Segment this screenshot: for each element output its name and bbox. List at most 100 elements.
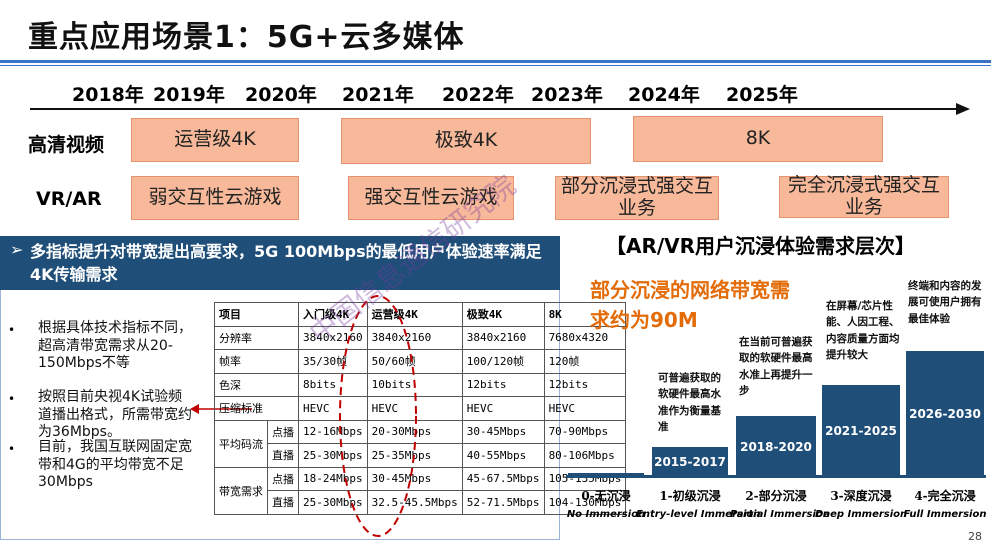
phase-box: 部分沉浸式强交互业务	[555, 175, 719, 220]
table-cell: HEVC	[461, 396, 545, 421]
table-cell: 45-67.5Mbps	[461, 466, 545, 491]
table-header-row: 项目 入门级4K 运营级4K 极致4K 8K	[214, 302, 627, 327]
arrow-bullet-icon: ➢	[10, 240, 24, 259]
row-label-vr-ar: VR/AR	[36, 188, 102, 210]
bullet-dot-icon: •	[8, 442, 16, 456]
level-label-cn: 0-无沉浸	[581, 489, 631, 503]
right-panel-title: 【AR/VR用户沉浸体验需求层次】	[606, 234, 916, 258]
phase-box: 强交互性云游戏	[348, 176, 514, 220]
bullet-text: 目前，我国互联网固定宽带和4G的平均带宽不足30Mbps	[38, 439, 192, 490]
stair-bar: 2021-2025	[822, 385, 900, 477]
year-label: 2020年	[245, 84, 317, 106]
table-header-cell: 运营级4K	[366, 302, 463, 327]
stair-description: 在当前可普遍获取的软硬件最高水准上再提升一步	[739, 336, 813, 397]
table-cell: 70-90Mbps	[543, 419, 627, 444]
phase-box: 完全沉浸式强交互业务	[779, 174, 949, 218]
table-cell: 12bits	[543, 372, 627, 397]
bullet-text: 按照目前央视4K试验频道播出格式，所需带宽约为36Mbps。	[38, 389, 192, 440]
table-cell: 25-30Mbps	[298, 443, 368, 468]
table-row-label: 直播	[267, 490, 299, 515]
year-label: 2018年	[72, 84, 144, 106]
table-cell: 20-30Mbps	[366, 419, 463, 444]
table-cell: 12bits	[461, 372, 545, 397]
stair-description: 可普遍获取的软硬件最高水准作为衡量基准	[658, 372, 721, 433]
year-label: 2023年	[531, 84, 603, 106]
timeline-arrow-icon	[956, 103, 970, 115]
table-cell: 30-45Mbps	[461, 419, 545, 444]
table-cell: 3840x2160	[461, 325, 545, 350]
table-cell: 25-30Mbps	[298, 490, 368, 515]
table-group-label: 平均码流	[214, 419, 268, 468]
table-row-label: 色深	[214, 372, 299, 397]
bullet-dot-icon: •	[8, 323, 16, 337]
stair-description: 在屏幕/芯片性能、人因工程、内容质量方面均提升较大	[826, 300, 900, 361]
stair-bar: 2015-2017	[652, 447, 728, 477]
table-cell: 50/60帧	[366, 349, 463, 374]
table-cell: 8bits	[298, 372, 368, 397]
table-header-cell: 8K	[543, 302, 627, 327]
table-row: 带宽需求 点播 18-24Mbps 30-45Mbps 45-67.5Mbps …	[214, 466, 627, 515]
year-label: 2021年	[342, 84, 414, 106]
phase-box: 弱交互性云游戏	[131, 176, 299, 220]
table-row-label: 分辨率	[214, 325, 299, 350]
level-label-en: Deep Immersion	[815, 509, 908, 520]
level-label-en: Partial Immersion	[730, 509, 830, 520]
year-label: 2024年	[628, 84, 700, 106]
header-divider-thin	[0, 65, 991, 66]
table-cell: 120帧	[543, 349, 627, 374]
table-row: 直播 25-30Mbps 32.5-45.5Mbps 52-71.5Mbps 1…	[215, 490, 627, 515]
table-row-label: 直播	[267, 443, 299, 468]
table-cell: 100/120帧	[461, 349, 545, 374]
row-label-hd-video: 高清视频	[28, 134, 105, 156]
table-row-label: 点播	[267, 419, 299, 444]
stair-description: 终端和内容的发展可使用户拥有最佳体验	[908, 280, 982, 325]
phase-box: 8K	[633, 116, 883, 162]
table-cell: HEVC	[543, 396, 627, 421]
table-cell: 30-45Mbps	[366, 466, 463, 491]
table-header-cell: 极致4K	[461, 302, 545, 327]
level-label-cn: 2-部分沉浸	[745, 489, 807, 503]
phase-box: 极致4K	[341, 118, 591, 164]
table-row: 直播 25-30Mbps 25-35Mbps 40-55Mbps 80-106M…	[215, 443, 627, 468]
phase-box: 运营级4K	[131, 118, 299, 162]
spec-table: 项目 入门级4K 运营级4K 极致4K 8K 分辨率 3840x2160 384…	[214, 302, 627, 515]
stair-bar: 2018-2020	[736, 416, 816, 477]
table-row-label: 帧率	[214, 349, 299, 374]
table-row: 平均码流 点播 12-16Mbps 20-30Mbps 30-45Mbps 70…	[214, 419, 627, 468]
year-label: 2022年	[442, 84, 514, 106]
level-label-cn: 3-深度沉浸	[830, 489, 892, 503]
table-cell: 40-55Mbps	[461, 443, 545, 468]
table-header-cell: 项目	[214, 302, 299, 327]
table-cell: 80-106Mbps	[543, 443, 627, 468]
table-row: 色深 8bits 10bits 12bits 12bits	[214, 372, 627, 397]
table-cell: 104-130Mbps	[543, 490, 627, 515]
banner-text: 多指标提升对带宽提出高要求，5G 100Mbps的最低用户体验速率满足4K传输需…	[30, 242, 542, 285]
table-row-label: 点播	[267, 466, 299, 491]
table-row: 压缩标准 HEVC HEVC HEVC HEVC	[214, 396, 627, 421]
year-label: 2019年	[153, 84, 225, 106]
highlight-statement: 部分沉浸的网络带宽需求约为90M	[590, 278, 790, 332]
level-label-en: Entry-level Immersion	[636, 509, 761, 520]
highlight-ellipse	[339, 295, 417, 537]
header-divider	[0, 60, 991, 63]
bullet-text: 根据具体技术指标不同，超高清带宽需求从20-150Mbps不等	[38, 320, 192, 371]
level-label-en: No Immersion	[566, 509, 646, 520]
year-label: 2025年	[726, 84, 798, 106]
level-label-cn: 1-初级沉浸	[659, 489, 721, 503]
table-cell: 52-71.5Mbps	[461, 490, 545, 515]
level-label-cn: 4-完全沉浸	[914, 489, 976, 503]
table-row-label: 压缩标准	[214, 396, 299, 421]
page-title: 重点应用场景1：5G+云多媒体	[28, 20, 465, 55]
table-cell: 35/30帧	[298, 349, 368, 374]
table-cell: 18-24Mbps	[298, 466, 368, 491]
stair-bar	[568, 473, 644, 477]
page-number: 28	[968, 530, 982, 543]
table-cell: 3840x2160	[366, 325, 463, 350]
key-point-banner	[0, 236, 560, 290]
stair-bar: 2026-2030	[906, 351, 984, 477]
table-cell: HEVC	[366, 396, 463, 421]
table-cell: 12-16Mbps	[298, 419, 368, 444]
table-row: 分辨率 3840x2160 3840x2160 3840x2160 7680x4…	[214, 325, 627, 350]
bullet-dot-icon: •	[8, 392, 16, 406]
table-cell: 32.5-45.5Mbps	[366, 490, 463, 515]
